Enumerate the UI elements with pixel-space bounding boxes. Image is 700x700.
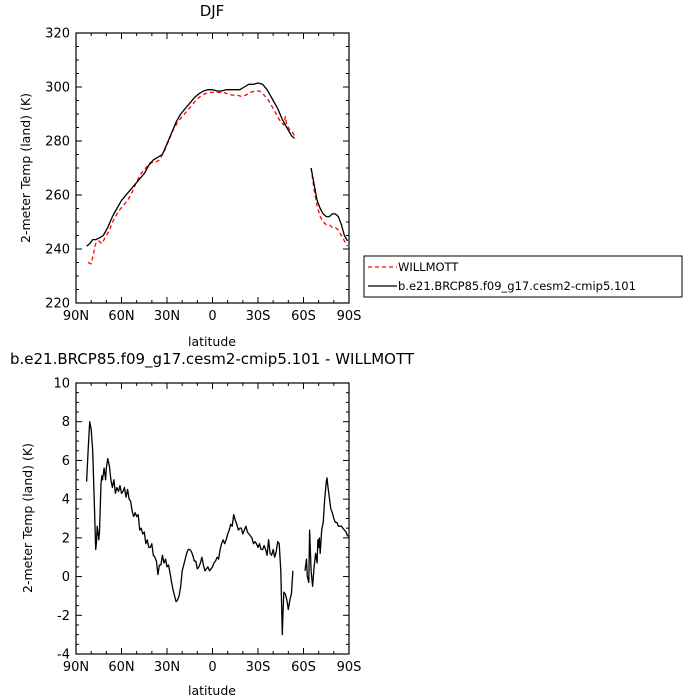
top-panel-title: DJF <box>200 2 225 20</box>
y-tick-label: 260 <box>45 189 70 204</box>
y-tick-label: 300 <box>45 81 70 96</box>
series-line-1-segment-0 <box>86 82 295 247</box>
series-line-0-segment-0 <box>87 90 297 265</box>
x-tick-label: 60S <box>291 309 316 324</box>
series-line-1-segment-1 <box>310 167 349 242</box>
legend-label-model: b.e21.BRCP85.f09_g17.cesm2-cmip5.101 <box>398 279 636 293</box>
top-panel-plot: 90N 60N 30N 0 30S 60S 90S 220 240 260 280 300 320 <box>45 27 361 325</box>
y-tick-label: 6 <box>62 454 70 469</box>
x-tick-label: 60S <box>291 660 316 675</box>
bottom-panel-xlabel: latitude <box>188 683 236 698</box>
y-tick-label: 320 <box>45 27 70 42</box>
top-panel-xlabel: latitude <box>188 334 236 349</box>
y-tick-label: -4 <box>57 648 70 663</box>
legend: WILLMOTT b.e21.BRCP85.f09_g17.cesm2-cmip… <box>363 255 683 298</box>
x-tick-label: 90N <box>63 660 89 675</box>
y-tick-label: 2 <box>62 531 70 546</box>
y-tick-label: 4 <box>62 493 70 508</box>
x-tick-label: 0 <box>208 660 216 675</box>
x-tick-label: 90S <box>337 660 362 675</box>
x-tick-label: 60N <box>108 660 134 675</box>
y-tick-label: 8 <box>62 415 70 430</box>
x-tick-label: 0 <box>208 309 216 324</box>
x-tick-label: 30N <box>154 660 180 675</box>
x-tick-label: 30N <box>154 309 180 324</box>
series-line-0-segment-1 <box>310 167 349 247</box>
y-tick-label: 220 <box>45 297 70 312</box>
x-tick-label: 90N <box>63 309 89 324</box>
y-tick-label: 0 <box>62 570 70 585</box>
series-line-0-segment-1 <box>304 477 349 587</box>
plot-frame <box>75 32 350 304</box>
legend-label-willmott: WILLMOTT <box>398 260 459 274</box>
y-tick-label: 10 <box>53 377 70 392</box>
y-tick-label: 280 <box>45 135 70 150</box>
bottom-panel-ylabel: 2-meter Temp (land) (K) <box>20 443 35 593</box>
y-tick-label: 240 <box>45 243 70 258</box>
legend-box <box>363 255 683 298</box>
plot-frame <box>75 382 350 655</box>
y-tick-label: -2 <box>57 609 70 624</box>
bottom-panel-plot: 90N 60N 30N 0 30S 60S 90S -4 -2 0 2 4 6 8 10 <box>53 377 361 676</box>
x-tick-label: 30S <box>246 309 271 324</box>
x-tick-label: 30S <box>246 660 271 675</box>
bottom-panel-title: b.e21.BRCP85.f09_g17.cesm2-cmip5.101 - W… <box>10 350 415 369</box>
x-tick-label: 60N <box>108 309 134 324</box>
top-panel-ylabel: 2-meter Temp (land) (K) <box>18 93 33 243</box>
series-line-0-segment-0 <box>85 421 294 636</box>
x-tick-label: 90S <box>337 309 362 324</box>
